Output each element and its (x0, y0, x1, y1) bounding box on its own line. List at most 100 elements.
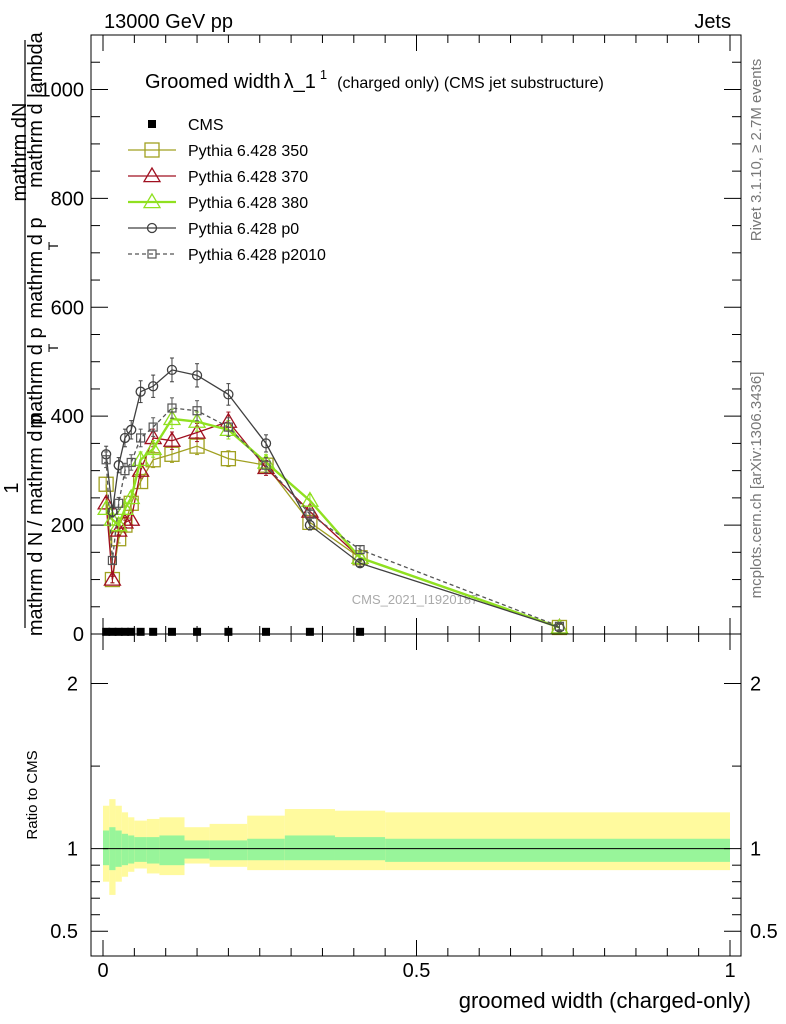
energy-label: 13000 GeV pp (104, 11, 233, 33)
y-tick-label: 800 (51, 188, 84, 210)
ratio-band-inner (184, 840, 210, 859)
chart-title-lambda: λ_1 (284, 71, 316, 93)
marker-small-square (126, 457, 136, 468)
series-line (105, 420, 560, 629)
legend-entry-label: Pythia 6.428 350 (188, 143, 308, 160)
ylabel-subscript-t: T (45, 241, 61, 250)
chart-title-rest: (charged only) (CMS jet substructure) (337, 75, 604, 92)
legend-entry-label: Pythia 6.428 p0 (188, 221, 299, 238)
series-5 (101, 397, 565, 631)
marker-small-square (223, 422, 233, 432)
series-4 (100, 357, 565, 633)
ylabel-denominator-dp: mathrm d p (25, 327, 47, 428)
legend-entry-label: Pythia 6.428 370 (188, 169, 308, 186)
series-3 (96, 408, 569, 634)
x-tick-labels: 0 0.5 1 (97, 960, 735, 982)
marker-circle (223, 389, 234, 400)
ratio-band-inner (103, 830, 110, 866)
ratio-band-inner (134, 837, 147, 862)
ratio-tick-labels: 0.5 0.5 1 1 2 2 (50, 674, 778, 944)
ratio-band-inner (209, 840, 248, 861)
marker-circle (126, 424, 137, 435)
marker-circle (107, 506, 118, 517)
ratio-bands (103, 799, 730, 895)
marker-small-square (355, 544, 365, 555)
chart-title-sup: 1 (320, 67, 327, 82)
marker-small-square (136, 433, 146, 443)
marker-small-square (107, 555, 118, 566)
x-tick-label: 0.5 (403, 960, 431, 982)
ratio-axis-ticks (91, 634, 741, 956)
cms-data-point (167, 627, 176, 636)
series-line (105, 417, 560, 629)
cms-data-point (102, 627, 111, 636)
marker-small-square (120, 466, 130, 476)
marker-triangle (142, 166, 162, 183)
watermark: CMS_2021_I1920187 (352, 592, 479, 607)
cms-data-point (149, 627, 158, 636)
cms-data-point (356, 627, 365, 636)
marker-triangle (162, 431, 182, 447)
marker-triangle (187, 423, 207, 439)
main-ylabel: 1 mathrm dN mathrm d p mathrm d lambda m… (1, 31, 61, 636)
marker-circle (260, 438, 272, 449)
ylabel-subscript-t2: T (45, 343, 61, 352)
marker-circle (119, 432, 131, 444)
ratio-ylabel: Ratio to CMS (24, 750, 41, 839)
marker-small-square (167, 403, 177, 413)
marker-triangle (131, 461, 150, 477)
ratio-y-tick-label-right: 1 (750, 839, 761, 861)
marker-triangle (109, 515, 128, 532)
marker-circle (354, 558, 366, 569)
ylabel-dpt: mathrm d p (25, 217, 47, 318)
marker-triangle (187, 412, 207, 428)
marker-triangle (122, 488, 141, 505)
cms-data-point (224, 627, 233, 636)
cms-data-point (127, 627, 136, 636)
y-tick-label: 1000 (40, 79, 85, 101)
cms-data-point (108, 627, 117, 636)
marker-triangle (162, 409, 182, 426)
ylabel-numerator-one: 1 (1, 482, 23, 493)
y-tick-label: 600 (51, 297, 84, 319)
main-series-group (96, 357, 569, 636)
ratio-band-inner (247, 838, 285, 861)
marker-small-square (147, 249, 157, 259)
x-tick-label: 1 (724, 960, 735, 982)
legend-entry-label: Pythia 6.428 380 (188, 195, 308, 212)
y-tick-label: 0 (73, 624, 84, 646)
legend-entry-label: Pythia 6.428 p2010 (188, 247, 326, 264)
x-axis-label: groomed width (charged-only) (459, 988, 751, 1013)
marker-small-square (554, 621, 565, 631)
y-tick-label: 400 (51, 406, 84, 428)
legend: CMS Pythia 6.428 350 Pythia 6.428 370 Pythi… (128, 117, 326, 264)
ratio-panel: 0.5 0.5 1 1 2 2 (50, 633, 778, 957)
marker-small-square (148, 422, 158, 432)
cms-data-point (114, 627, 123, 636)
marker-triangle (300, 491, 320, 507)
cms-data-point (148, 120, 156, 128)
ratio-y-tick-label-right: 2 (750, 674, 761, 696)
mcplots-url-label: mcplots.cern.ch [arXiv:1306.3436] (748, 372, 765, 599)
marker-small-square (261, 460, 271, 470)
category-label: Jets (694, 11, 731, 33)
ratio-band-inner (284, 835, 335, 861)
series-0 (102, 627, 365, 636)
ratio-band-inner (146, 837, 160, 864)
ratio-y-tick-label: 0.5 (50, 921, 78, 943)
marker-small-square (305, 509, 315, 519)
ylabel-dlambda: mathrm d lambda (25, 31, 47, 187)
marker-square (98, 476, 114, 492)
series-line (105, 407, 560, 627)
ratio-y-tick-label-right: 0.5 (750, 921, 778, 943)
marker-square (144, 142, 160, 158)
marker-triangle (103, 570, 122, 586)
marker-small-square (192, 406, 202, 416)
ratio-band-inner (128, 835, 135, 864)
marker-small-square (114, 498, 124, 508)
y-tick-label: 200 (51, 515, 84, 537)
marker-circle (146, 222, 158, 234)
ratio-band-inner (385, 838, 730, 862)
marker-triangle (122, 510, 141, 526)
marker-circle (304, 519, 316, 531)
